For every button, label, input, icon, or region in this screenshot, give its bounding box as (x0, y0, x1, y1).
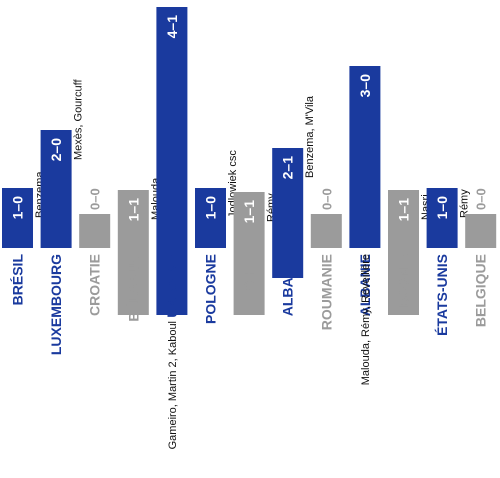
team-label: ÉTATS-UNIS (434, 254, 450, 336)
score-label: 1–1 (241, 200, 257, 224)
result-bar (388, 190, 419, 315)
result-bar (310, 214, 342, 248)
team-label: CROATIE (87, 254, 103, 316)
result-bar (272, 148, 304, 278)
team-label: LUXEMBOURG (48, 254, 64, 355)
result-bar (195, 188, 226, 248)
scorers-label: Malouda, Rémy, Réveillère (360, 254, 372, 385)
team-label: BOSNIE (396, 254, 412, 308)
scorers-label: Rémy (459, 189, 471, 218)
team-label: POLOGNE (203, 254, 219, 324)
team-label: CHILI (241, 254, 257, 291)
score-label: 1–0 (434, 196, 450, 220)
scorers-label: Mexès, Gourcuff (73, 79, 85, 160)
result-bar (349, 66, 381, 248)
result-bar (465, 214, 497, 248)
score-label: 0–0 (88, 188, 103, 210)
team-label: BRÉSIL (10, 254, 26, 306)
team-label: UKRAINE (164, 254, 180, 318)
score-label: 1–0 (203, 196, 219, 220)
result-bar (156, 7, 188, 315)
result-bar (233, 192, 265, 315)
score-label: 2–1 (280, 156, 296, 180)
scorers-label: Benzema, M'Vila (304, 95, 316, 178)
score-label: 0–0 (474, 188, 489, 210)
team-label: BÉLARUS (125, 254, 141, 322)
team-label: BELGIQUE (473, 254, 489, 327)
score-label: 1–0 (10, 196, 26, 220)
score-label: 1–1 (396, 198, 412, 222)
result-bar (79, 214, 111, 248)
score-label: 1–1 (125, 198, 141, 222)
team-label: ALBANIE (357, 254, 373, 316)
score-label: 4–1 (164, 15, 180, 39)
result-bar (40, 130, 72, 248)
result-bar (2, 188, 33, 248)
result-bar (426, 188, 458, 248)
score-label: 3–0 (357, 74, 373, 98)
team-label: ROUMANIE (318, 254, 334, 330)
result-bar (117, 190, 149, 315)
team-label: ALBANIE (280, 254, 296, 316)
score-label: 2–0 (48, 138, 64, 162)
scorers-label: Gameiro, Martin 2, Kaboul (167, 321, 179, 449)
score-label: 0–0 (319, 188, 334, 210)
